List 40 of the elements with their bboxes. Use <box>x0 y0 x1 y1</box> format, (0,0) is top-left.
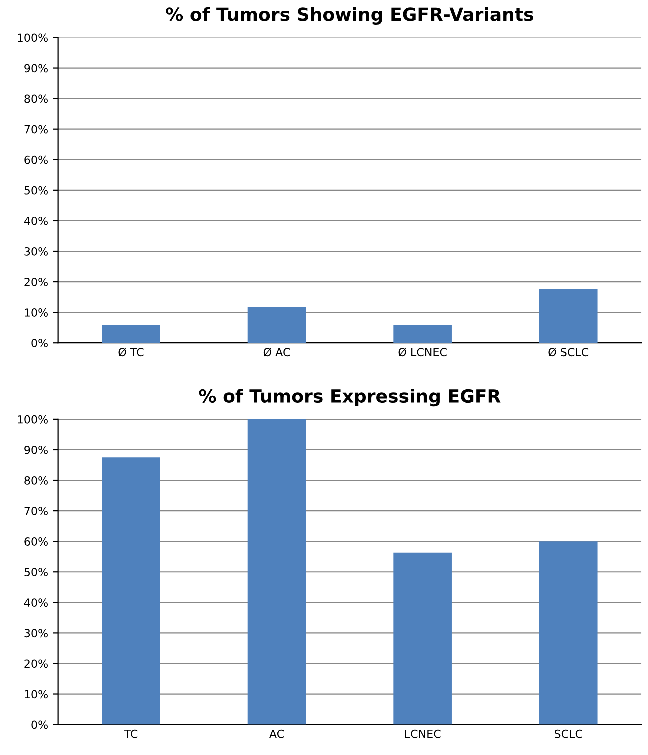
y-tick-label: 0% <box>32 720 48 730</box>
x-tick-label: SCLC <box>554 730 582 738</box>
y-tick-label: 50% <box>24 186 48 195</box>
bar <box>539 289 598 344</box>
y-tick-label: 20% <box>24 660 48 668</box>
x-tick-label: Ø TC <box>118 348 144 357</box>
x-tick-label: Ø LCNEC <box>398 348 447 357</box>
y-tick-label: 100% <box>18 415 48 424</box>
chart-title: % of Tumors Expressing EGFR <box>199 389 501 407</box>
y-tick-label: 80% <box>24 94 48 104</box>
y-tick-label: 10% <box>25 690 48 699</box>
y-tick-label: 60% <box>24 156 48 164</box>
bar <box>394 325 452 344</box>
x-tick-label: LCNEC <box>405 730 441 738</box>
x-tick-label: TC <box>124 730 138 738</box>
x-tick-label: Ø AC <box>264 348 290 357</box>
x-tick-label: Ø SCLC <box>548 348 589 357</box>
chart-title: % of Tumors Showing EGFR-Variants <box>166 7 534 25</box>
y-tick-label: 20% <box>24 278 48 286</box>
y-tick-label: 80% <box>24 476 48 485</box>
y-tick-label: 60% <box>24 538 48 546</box>
y-tick-label: 40% <box>24 216 48 226</box>
bar <box>248 419 306 725</box>
x-tick-label: AC <box>270 730 284 738</box>
y-tick-label: 40% <box>24 598 48 608</box>
y-tick-label: 90% <box>24 446 48 454</box>
bar <box>248 307 306 344</box>
y-tick-label: 90% <box>24 64 48 73</box>
y-tick-label: 30% <box>24 247 48 256</box>
bar <box>102 325 160 344</box>
y-tick-label: 50% <box>24 568 48 576</box>
bar <box>394 552 452 725</box>
y-tick-label: 30% <box>24 629 48 638</box>
bar <box>102 458 160 725</box>
y-tick-label: 70% <box>24 507 48 516</box>
y-tick-label: 100% <box>18 34 48 42</box>
y-tick-label: 0% <box>32 339 48 348</box>
y-tick-label: 70% <box>24 125 48 134</box>
y-tick-label: 10% <box>25 308 48 317</box>
bar <box>539 542 598 725</box>
